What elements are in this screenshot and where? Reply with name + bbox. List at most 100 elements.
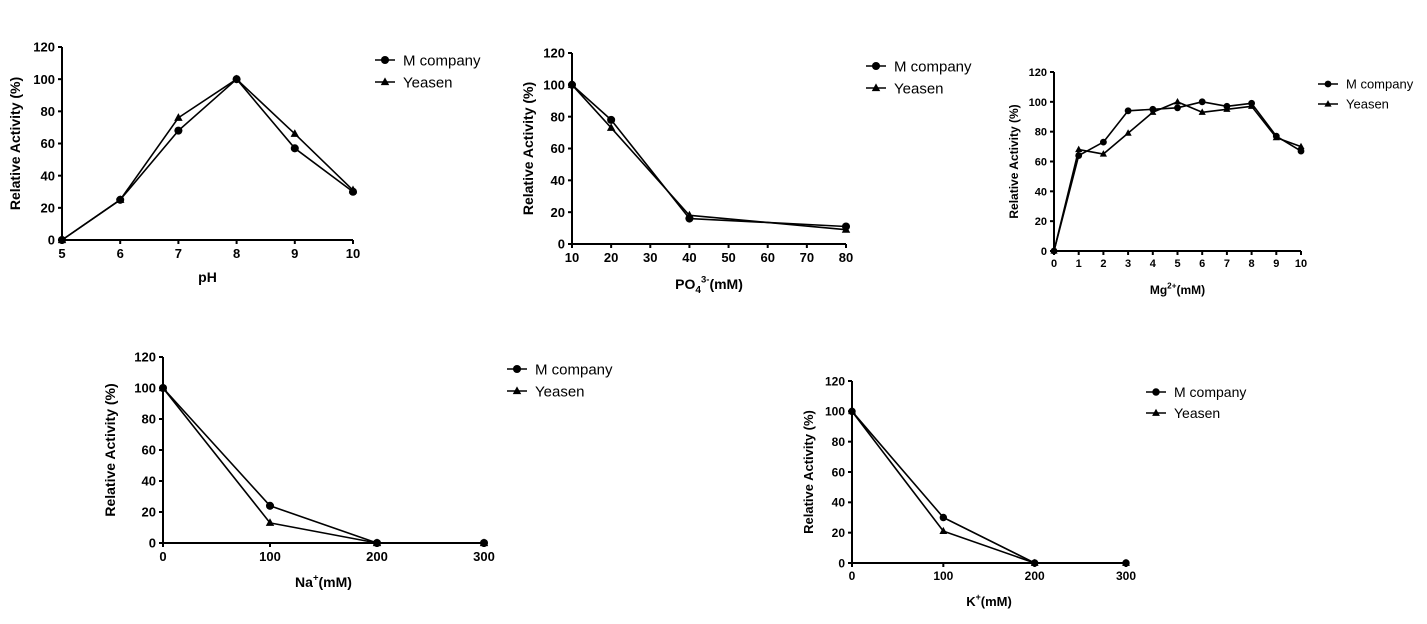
x-tick-label: 5 [1174, 258, 1180, 270]
y-tick-label: 0 [838, 556, 845, 570]
y-tick-label: 0 [48, 233, 55, 248]
series-line [852, 411, 1126, 563]
x-tick-label: 300 [473, 549, 495, 564]
y-axis-title: Relative Activity (%) [520, 82, 536, 215]
x-tick-label: 5 [58, 246, 65, 261]
series-yeasen [58, 75, 357, 243]
series-line [572, 85, 846, 230]
series-m-company [159, 384, 488, 547]
x-tick-label: 7 [1224, 258, 1230, 270]
legend-entry: M company [507, 361, 613, 378]
legend-label: M company [403, 52, 481, 69]
chart-panel-5: 0 20 40 60 80 100 120 0 100 200 300 K+(mM) Relative … [801, 374, 1246, 609]
x-tick-label: 0 [159, 549, 166, 564]
x-tick-label: 80 [839, 250, 853, 265]
y-tick-label: 20 [551, 205, 565, 220]
y-tick-label: 60 [142, 443, 156, 458]
x-tick-label: 9 [291, 246, 298, 261]
y-tick-label: 0 [1041, 246, 1047, 258]
x-tick-label: 70 [800, 250, 814, 265]
x-tick-label: 1 [1076, 258, 1082, 270]
y-tick-label: 0 [149, 536, 156, 551]
legend-entry: M company [866, 58, 972, 75]
y-tick-label: 60 [41, 136, 55, 151]
x-tick-label: 200 [1025, 569, 1045, 583]
series-yeasen [159, 383, 488, 546]
y-tick-label: 120 [1029, 67, 1047, 79]
legend-label: M company [1346, 77, 1414, 92]
chart-panel-2: 0 20 40 60 80 100 120 10 20 30 40 50 60 70 80 PO43-(mM)… [520, 46, 972, 297]
series-m-company [848, 408, 1129, 567]
y-tick-label: 100 [543, 78, 565, 93]
y-tick-label: 40 [41, 168, 55, 183]
y-tick-label: 40 [1035, 186, 1047, 198]
x-axis-title: PO43-(mM) [675, 275, 743, 297]
legend-label: Yeasen [894, 80, 944, 97]
chart-panel-3: 0 20 40 60 80 100 120 0 1 2 3 4 5 6 7 8 9 10 Mg2+(mM) Relat… [1007, 67, 1414, 297]
data-point-circle [1199, 98, 1206, 105]
data-point-circle [1125, 107, 1132, 114]
y-axis-title: Relative Activity (%) [1007, 104, 1021, 218]
legend-marker-circle [872, 62, 880, 70]
y-axis-title: Relative Activity (%) [102, 383, 118, 516]
x-tick-label: 10 [346, 246, 360, 261]
legend-label: M company [535, 361, 613, 378]
series-yeasen [848, 407, 1130, 566]
y-tick-label: 20 [1035, 216, 1047, 228]
legend-entry: Yeasen [1146, 405, 1220, 421]
legend-entry: Yeasen [375, 74, 453, 91]
legend-label: Yeasen [403, 74, 453, 91]
x-tick-label: 3 [1125, 258, 1131, 270]
x-tick-label: 0 [1051, 258, 1057, 270]
legend-entry: Yeasen [507, 383, 585, 400]
data-point-circle [1100, 139, 1107, 146]
x-tick-label: 10 [1295, 258, 1307, 270]
legend-label: Yeasen [1174, 405, 1220, 421]
x-tick-label: 8 [233, 246, 240, 261]
legend-entry: M company [375, 52, 481, 69]
data-point-circle [291, 144, 299, 152]
legend-entry: M company [1318, 77, 1414, 92]
y-tick-label: 100 [134, 381, 156, 396]
data-point-circle [1174, 104, 1181, 111]
legend-marker-circle [381, 56, 389, 64]
y-tick-label: 80 [142, 412, 156, 427]
legend-marker-circle [513, 365, 521, 373]
x-tick-label: 60 [760, 250, 774, 265]
x-tick-label: 100 [933, 569, 953, 583]
x-axis-title: Mg2+(mM) [1150, 282, 1205, 297]
y-tick-label: 60 [832, 465, 846, 479]
x-tick-label: 10 [565, 250, 579, 265]
y-tick-label: 80 [1035, 127, 1047, 139]
data-point-circle [607, 116, 615, 124]
chart-panel-4: 0 20 40 60 80 100 120 0 100 200 300 Na+(mM) Relative… [102, 350, 613, 590]
y-tick-label: 120 [543, 46, 565, 61]
y-tick-label: 100 [825, 405, 845, 419]
legend-label: M company [1174, 384, 1246, 400]
x-tick-label: 300 [1116, 569, 1136, 583]
y-axis-title: Relative Activity (%) [7, 77, 23, 210]
y-tick-label: 20 [41, 201, 55, 216]
series-line [572, 85, 846, 227]
data-point-circle [940, 514, 947, 521]
legend-label: Yeasen [1346, 97, 1389, 112]
y-tick-label: 100 [1029, 97, 1047, 109]
x-tick-label: 2 [1100, 258, 1106, 270]
x-tick-label: 7 [175, 246, 182, 261]
data-point-triangle [1174, 98, 1181, 104]
y-tick-label: 120 [134, 350, 156, 365]
data-point-circle [266, 502, 274, 510]
series-line [163, 388, 484, 543]
series-m-company [58, 75, 357, 244]
x-tick-label: 200 [366, 549, 388, 564]
series-line [1054, 102, 1301, 251]
y-tick-label: 40 [142, 474, 156, 489]
series-line [163, 388, 484, 543]
series-yeasen [1050, 98, 1304, 254]
data-point-triangle [1075, 146, 1082, 152]
data-point-triangle [174, 113, 182, 121]
x-tick-label: 6 [1199, 258, 1205, 270]
figure-canvas: 0204060801001205 6 7 8 9 10pHRelative Activit… [0, 0, 1427, 624]
legend-label: M company [894, 58, 972, 75]
series-m-company [568, 81, 850, 231]
